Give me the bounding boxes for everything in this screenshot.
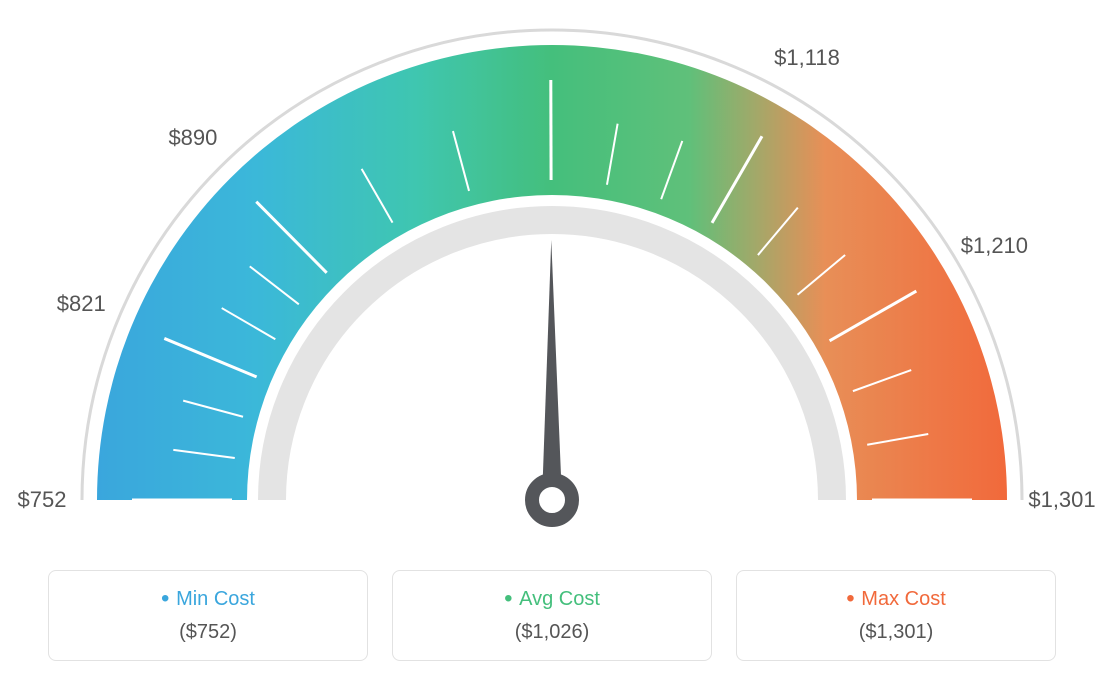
legend-value: ($1,026): [393, 621, 711, 644]
tick-label: $821: [57, 291, 106, 317]
legend-title: Avg Cost: [393, 585, 711, 613]
legend-value: ($752): [49, 621, 367, 644]
tick-label: $1,210: [961, 233, 1028, 259]
needle: [542, 240, 562, 500]
legend-card-min-cost: Min Cost ($752): [48, 570, 368, 661]
legend-title: Min Cost: [49, 585, 367, 613]
tick-label: $890: [168, 125, 217, 151]
tick-label: $1,026: [517, 0, 584, 3]
gauge-svg: [0, 0, 1104, 560]
needle-hub: [532, 480, 572, 520]
legend-card-avg-cost: Avg Cost ($1,026): [392, 570, 712, 661]
legend-value: ($1,301): [737, 621, 1055, 644]
legend-row: Min Cost ($752) Avg Cost ($1,026) Max Cost ($…: [0, 570, 1104, 661]
tick-label: $1,118: [774, 45, 840, 71]
legend-card-max-cost: Max Cost ($1,301): [736, 570, 1056, 661]
legend-title: Max Cost: [737, 585, 1055, 613]
tick-label: $752: [18, 487, 67, 513]
tick-label: $1,301: [1028, 487, 1095, 513]
gauge-container: $752 $821 $890 $1,026 $1,118 $1,210 $1,301: [0, 0, 1104, 560]
